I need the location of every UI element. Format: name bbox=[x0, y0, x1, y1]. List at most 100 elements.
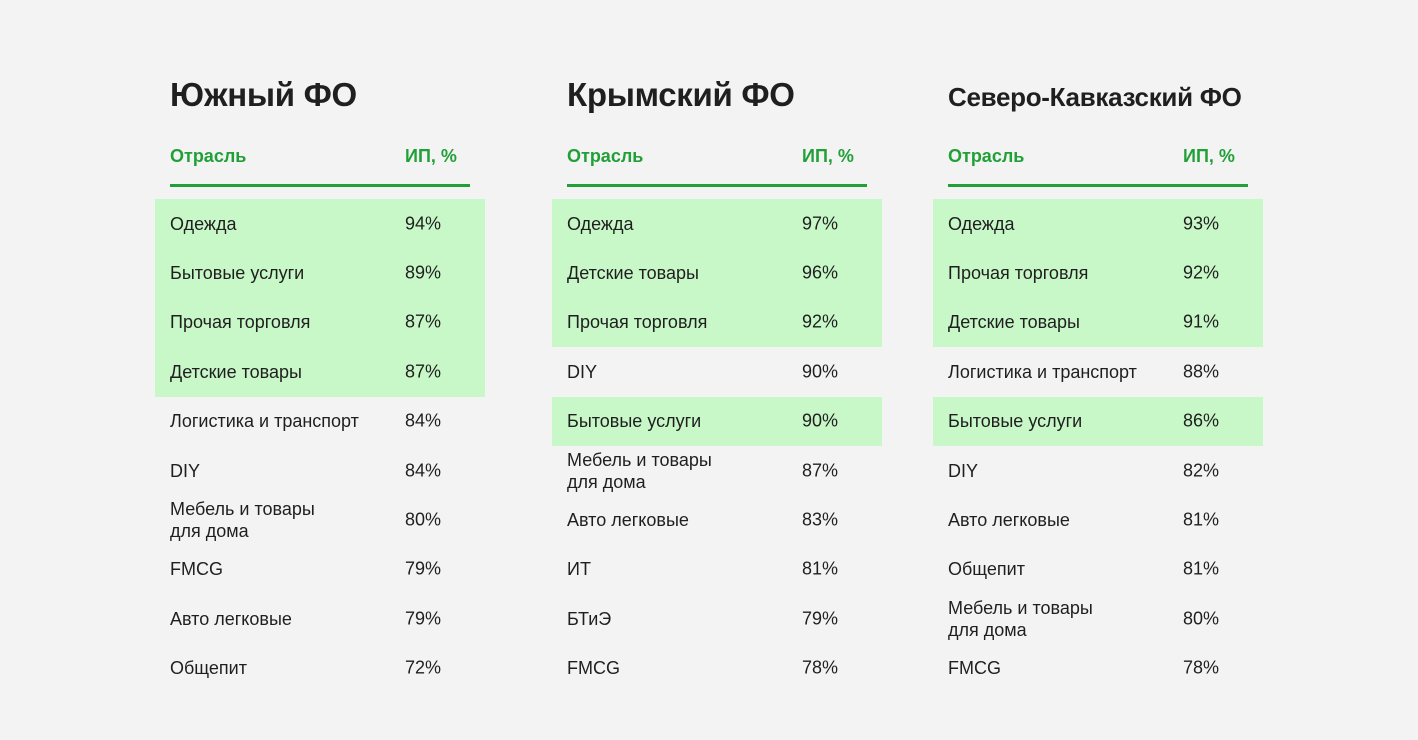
ip-value-cell: 94% bbox=[405, 213, 442, 234]
ip-value-cell: 84% bbox=[405, 460, 442, 481]
industry-cell: Авто легковые bbox=[170, 608, 292, 629]
ip-value-cell: 78% bbox=[1183, 657, 1220, 678]
industry-cell: Детские товары bbox=[948, 312, 1080, 333]
table-row: Одежда 97% bbox=[552, 199, 882, 249]
industry-cell: FMCG bbox=[567, 658, 620, 679]
table-body: Одежда 93% Прочая торговля 92% Детские товар… bbox=[933, 199, 1263, 693]
table-row: FMCG 78% bbox=[933, 644, 1263, 693]
table-row: Мебель и товары для дома 80% bbox=[155, 495, 485, 544]
industry-cell: Бытовые услуги bbox=[948, 411, 1083, 432]
header-divider bbox=[567, 184, 867, 187]
ip-value-cell: 88% bbox=[1183, 361, 1220, 382]
table-row: DIY 82% bbox=[933, 446, 1263, 495]
ip-value-cell: 79% bbox=[802, 608, 839, 629]
industry-cell: Логистика и транспорт bbox=[170, 411, 359, 432]
table-row: Логистика и транспорт 84% bbox=[155, 397, 485, 446]
table-row: Авто легковые 81% bbox=[933, 495, 1263, 544]
panel-title: Крымский ФО bbox=[567, 76, 795, 113]
table-row: Бытовые услуги 89% bbox=[155, 248, 485, 298]
ip-value-cell: 79% bbox=[405, 558, 442, 579]
ip-value-cell: 81% bbox=[1183, 558, 1220, 579]
ip-value-cell: 97% bbox=[802, 213, 839, 234]
table-row: FMCG 78% bbox=[552, 644, 882, 693]
table-row: FMCG 79% bbox=[155, 545, 485, 594]
industry-cell: Мебель и товары для дома bbox=[948, 597, 1093, 640]
table-row: Детские товары 91% bbox=[933, 297, 1263, 348]
industry-cell: Бытовые услуги bbox=[567, 411, 702, 432]
industry-cell: Прочая торговля bbox=[170, 312, 311, 333]
table-row: Прочая торговля 92% bbox=[933, 248, 1263, 298]
table-row: Мебель и товары для дома 87% bbox=[552, 446, 882, 495]
industry-cell: БТиЭ bbox=[567, 608, 612, 629]
column-header-industry: Отрасль bbox=[170, 146, 247, 166]
table-row: ИТ 81% bbox=[552, 545, 882, 594]
panel-title: Южный ФО bbox=[170, 76, 357, 113]
table-row: Общепит 72% bbox=[155, 644, 485, 693]
panel-title: Северо-Кавказский ФО bbox=[948, 82, 1242, 112]
industry-cell: Мебель и товары для дома bbox=[567, 449, 712, 492]
table-row: Одежда 93% bbox=[933, 199, 1263, 249]
ip-value-cell: 78% bbox=[802, 657, 839, 678]
industry-cell: FMCG bbox=[170, 559, 223, 580]
industry-cell: Одежда bbox=[948, 213, 1015, 234]
ip-value-cell: 91% bbox=[1183, 311, 1220, 332]
column-header-ip: ИП, % bbox=[405, 146, 457, 166]
table-body: Одежда 97% Детские товары 96% Прочая торговл… bbox=[552, 199, 882, 693]
industry-cell: Прочая торговля bbox=[567, 312, 708, 333]
industry-cell: DIY bbox=[170, 460, 201, 481]
industry-cell: Логистика и транспорт bbox=[948, 361, 1137, 382]
table-row: Одежда 94% bbox=[155, 199, 485, 249]
industry-cell: FMCG bbox=[948, 658, 1001, 679]
ip-value-cell: 90% bbox=[802, 361, 839, 382]
industry-cell: ИТ bbox=[567, 559, 591, 580]
table-row: Мебель и товары для дома 80% bbox=[933, 594, 1263, 643]
header-divider bbox=[170, 184, 470, 187]
industry-cell: Авто легковые bbox=[567, 510, 689, 531]
ip-value-cell: 81% bbox=[1183, 509, 1220, 530]
industry-cell: Детские товары bbox=[170, 361, 302, 382]
industry-cell: DIY bbox=[948, 460, 979, 481]
table-row: Авто легковые 83% bbox=[552, 495, 882, 544]
ip-value-cell: 86% bbox=[1183, 410, 1220, 431]
industry-cell: Одежда bbox=[567, 213, 634, 234]
ip-value-cell: 87% bbox=[405, 361, 442, 382]
ip-value-cell: 92% bbox=[1183, 262, 1220, 283]
column-header-industry: Отрасль bbox=[948, 146, 1025, 166]
ip-value-cell: 80% bbox=[405, 509, 442, 530]
table-row: Бытовые услуги 86% bbox=[933, 396, 1263, 446]
table-row: Авто легковые 79% bbox=[155, 594, 485, 643]
industry-cell: Детские товары bbox=[567, 263, 699, 284]
table-row: Детские товары 96% bbox=[552, 248, 882, 298]
ip-value-cell: 90% bbox=[802, 410, 839, 431]
ip-value-cell: 83% bbox=[802, 509, 839, 530]
ip-value-cell: 72% bbox=[405, 657, 442, 678]
table-row: DIY 90% bbox=[552, 347, 882, 396]
ip-value-cell: 87% bbox=[405, 311, 442, 332]
table-body: Одежда 94% Бытовые услуги 89% Прочая торговл… bbox=[155, 199, 485, 693]
ip-value-cell: 96% bbox=[802, 262, 839, 283]
table-row: Логистика и транспорт 88% bbox=[933, 347, 1263, 396]
table-row: БТиЭ 79% bbox=[552, 594, 882, 643]
industry-cell: Одежда bbox=[170, 213, 237, 234]
table-row: Прочая торговля 87% bbox=[155, 297, 485, 348]
ip-value-cell: 87% bbox=[802, 460, 839, 481]
ip-value-cell: 89% bbox=[405, 262, 442, 283]
table-row: Прочая торговля 92% bbox=[552, 297, 882, 348]
header-divider bbox=[948, 184, 1248, 187]
industry-cell: Общепит bbox=[170, 658, 247, 679]
ip-value-cell: 93% bbox=[1183, 213, 1220, 234]
column-header-ip: ИП, % bbox=[1183, 146, 1235, 166]
table-row: Детские товары 87% bbox=[155, 347, 485, 397]
industry-cell: Прочая торговля bbox=[948, 263, 1089, 284]
ip-value-cell: 82% bbox=[1183, 460, 1220, 481]
industry-cell: Общепит bbox=[948, 559, 1025, 580]
table-row: Бытовые услуги 90% bbox=[552, 396, 882, 446]
column-header-industry: Отрасль bbox=[567, 146, 644, 166]
ip-value-cell: 81% bbox=[802, 558, 839, 579]
column-header-ip: ИП, % bbox=[802, 146, 854, 166]
industry-cell: Мебель и товары для дома bbox=[170, 499, 315, 542]
table-row: Общепит 81% bbox=[933, 545, 1263, 594]
industry-cell: DIY bbox=[567, 361, 598, 382]
table-row: DIY 84% bbox=[155, 446, 485, 495]
ip-value-cell: 84% bbox=[405, 410, 442, 431]
